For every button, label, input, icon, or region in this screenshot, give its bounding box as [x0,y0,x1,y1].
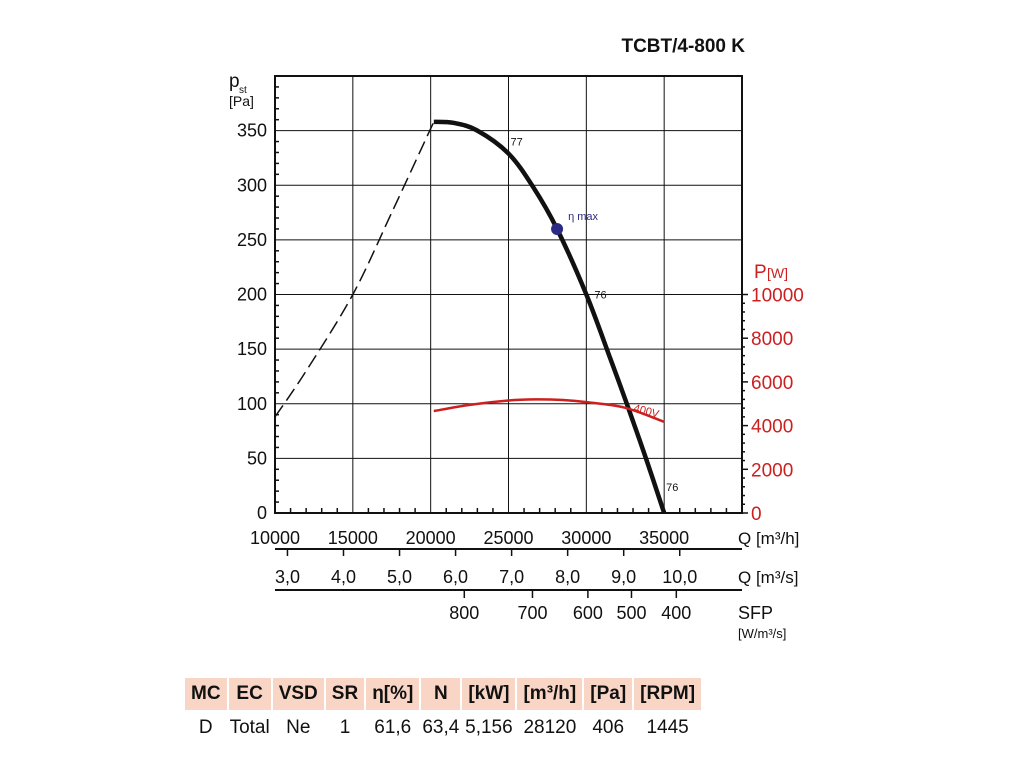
q-m3s-tick-label: 8,0 [555,567,580,587]
spec-value-row: D Total Ne 1 61,6 63,4 5,156 28120 406 1… [185,710,701,746]
eta-max-label: η max [568,211,598,223]
efficiency-label: 76 [594,290,606,302]
value-rpm: 1445 [646,717,689,738]
efficiency-label: 76 [666,482,678,494]
y2-tick-label: 10000 [751,286,804,307]
y-tick-label: 0 [257,503,267,523]
x-tick-label: 25000 [483,528,533,548]
eta-max-marker [551,222,564,235]
header-mc: MC [185,678,227,710]
y-tick-label: 200 [237,285,267,305]
q-m3s-tick-label: 10,0 [662,567,697,587]
header-ec: EC [228,678,271,710]
value-vsd: Ne [286,717,311,738]
sfp-tick-label: 500 [616,603,646,623]
q-m3s-tick-label: 6,0 [443,567,468,587]
header-flow: [m³/h] [517,678,583,710]
x-axis-label: Q [m³/h] [738,529,799,548]
y2-tick-label: 4000 [751,417,793,438]
chart-title: TCBT/4-800 K [621,36,745,57]
header-sr: SR [325,678,365,710]
value-pa: 406 [592,717,625,738]
y2-tick-label: 8000 [751,329,793,350]
sfp-axis-label: SFP [738,603,773,623]
y-tick-label: 300 [237,175,267,195]
sfp-tick-label: 400 [661,603,691,623]
efficiency-label: 77 [511,137,523,149]
x-tick-label: 10000 [250,528,300,548]
y2-tick-label: 2000 [751,460,793,481]
sfp-tick-label: 700 [517,603,547,623]
y2-tick-label: 6000 [751,373,793,394]
sfp-tick-label: 600 [573,603,603,623]
power-series-label: 400V [632,402,661,420]
header-rpm: [RPM] [634,678,702,710]
y-tick-label: 50 [247,448,267,468]
q-m3s-tick-label: 9,0 [611,567,636,587]
q-m3s-tick-label: 3,0 [275,567,300,587]
y-tick-label: 250 [237,230,267,250]
y-tick-label: 350 [237,121,267,141]
q-m3s-tick-label: 4,0 [331,567,356,587]
x-tick-label: 15000 [328,528,378,548]
y-axis-label: p [229,71,240,92]
value-sr: 1 [339,717,351,738]
value-mc: D [198,717,213,738]
y-tick-label: 100 [237,394,267,414]
value-flow: 28120 [523,717,577,738]
value-ec: Total [229,717,270,738]
header-kw: [kW] [462,678,516,710]
header-vsd: VSD [272,678,324,710]
header-n: N [421,678,461,710]
header-pa: [Pa] [584,678,633,710]
q-m3s-tick-label: 7,0 [499,567,524,587]
spec-header-row: MC EC VSD SR η[%] N [kW] [m³/h] [Pa] [RP… [185,678,702,710]
series-power [433,398,665,424]
y2-axis-unit: [W] [767,265,788,281]
x-tick-label: 20000 [406,528,456,548]
header-eta: η[%] [366,678,420,710]
value-kw: 5,156 [465,717,513,738]
y2-axis-label: P [754,262,767,283]
x-tick-label: 35000 [639,528,689,548]
y2-tick-label: 0 [751,504,762,525]
series-pressure-unstable [274,121,435,418]
sfp-tick-label: 800 [449,603,479,623]
series-pressure [433,119,667,514]
q-m3s-axis-label: Q [m³/s] [738,568,798,587]
y-axis-unit: [Pa] [229,93,254,109]
spec-table: MC EC VSD SR η[%] N [kW] [m³/h] [Pa] [RP… [183,678,703,746]
value-n: 63,4 [422,717,460,738]
sfp-axis-unit: [W/m³/s] [738,626,786,641]
y-tick-label: 150 [237,339,267,359]
y-axis-label-sub: st [239,85,247,96]
q-m3s-tick-label: 5,0 [387,567,412,587]
x-tick-label: 30000 [561,528,611,548]
value-eta: 61,6 [374,717,412,738]
